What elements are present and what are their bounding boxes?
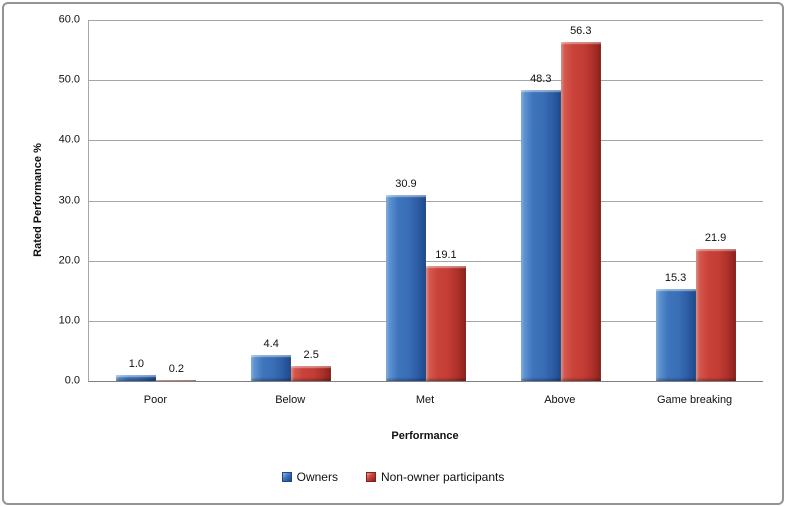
bar-group-met: 30.9 19.1 <box>359 20 494 381</box>
bar-non-owner-participants <box>156 379 197 381</box>
y-tick-label: 0.0 <box>64 374 80 387</box>
bar-non-owner-participants <box>695 249 736 381</box>
legend-item-non-owner-participants: Non-owner participants <box>365 470 505 484</box>
bar-owners <box>655 288 696 381</box>
legend-label: Owners <box>296 470 338 484</box>
bar-non-owner-participants <box>291 365 332 381</box>
bar-wrapper: 19.1 <box>425 20 466 381</box>
bar-group-poor: 1.0 0.2 <box>89 20 224 381</box>
gridline <box>89 20 763 21</box>
bar-value-label: 30.9 <box>395 178 417 191</box>
y-tick-label: 30.0 <box>58 194 80 206</box>
x-category-label: Game breaking <box>656 394 733 406</box>
bar-value-label: 2.5 <box>303 348 319 361</box>
bar-group-game-breaking: 15.3 21.9 <box>628 20 763 381</box>
bar-value-label: 0.2 <box>168 362 185 375</box>
legend-label: Non-owner participants <box>380 470 505 484</box>
bar-value-label: 48.3 <box>530 73 552 86</box>
bar-value-label: 56.3 <box>570 25 592 38</box>
bar-value-label: 4.4 <box>263 337 279 350</box>
y-tick-label: 50.0 <box>58 73 80 86</box>
bar-wrapper: 0.2 <box>156 20 197 381</box>
y-tick-label: 40.0 <box>58 133 80 146</box>
legend: Owners Non-owner participants <box>0 470 786 484</box>
plot-area: 1.0 0.2 4.4 2.5 30.9 19.1 48.3 56.3 15.3 21.9 <box>88 20 763 382</box>
bar-wrapper: 1.0 <box>116 20 157 381</box>
bar-owners <box>385 195 426 381</box>
bar-wrapper: 56.3 <box>560 20 601 381</box>
x-category-label: Poor <box>143 394 168 406</box>
x-axis-title: Performance <box>391 430 459 442</box>
bar-value-label: 1.0 <box>128 357 145 370</box>
legend-item-owners: Owners <box>281 470 338 484</box>
bar-wrapper: 2.5 <box>291 20 332 381</box>
bar-wrapper: 21.9 <box>695 20 736 381</box>
gridline <box>89 200 763 202</box>
bar-value-label: 21.9 <box>704 232 727 245</box>
y-tick-label: 10.0 <box>58 314 80 327</box>
bar-non-owner-participants <box>425 266 466 381</box>
gridline <box>89 80 763 82</box>
bar-owners <box>520 90 561 381</box>
x-category-label: Above <box>544 394 576 406</box>
bar-owners <box>251 354 292 381</box>
bar-value-label: 15.3 <box>664 271 687 284</box>
y-tick-label: 60.0 <box>58 13 80 26</box>
legend-swatch-icon <box>365 472 376 482</box>
bar-group-above: 48.3 56.3 <box>493 20 628 381</box>
bar-groups: 1.0 0.2 4.4 2.5 30.9 19.1 48.3 56.3 15.3 21.9 <box>89 20 763 381</box>
bar-wrapper: 48.3 <box>520 20 561 381</box>
bar-non-owner-participants <box>560 42 601 381</box>
bar-wrapper: 4.4 <box>251 20 292 381</box>
legend-swatch-icon <box>281 472 292 482</box>
bar-owners <box>116 374 157 381</box>
bar-wrapper: 30.9 <box>385 20 426 381</box>
bar-value-label: 19.1 <box>435 249 457 262</box>
bar-group-below: 4.4 2.5 <box>224 20 359 381</box>
gridline <box>89 140 763 142</box>
y-tick-label: 20.0 <box>58 254 80 267</box>
x-axis-category-labels: Poor Below Met Above Game breaking <box>88 393 762 407</box>
gridline <box>89 260 763 262</box>
y-axis-tick-labels: 0.0 10.0 20.0 30.0 40.0 50.0 60.0 <box>0 14 80 387</box>
x-category-label: Below <box>275 394 306 406</box>
bar-wrapper: 15.3 <box>655 20 696 381</box>
x-category-label: Met <box>415 394 435 406</box>
